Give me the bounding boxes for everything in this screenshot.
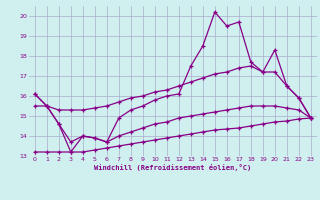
- X-axis label: Windchill (Refroidissement éolien,°C): Windchill (Refroidissement éolien,°C): [94, 164, 252, 171]
